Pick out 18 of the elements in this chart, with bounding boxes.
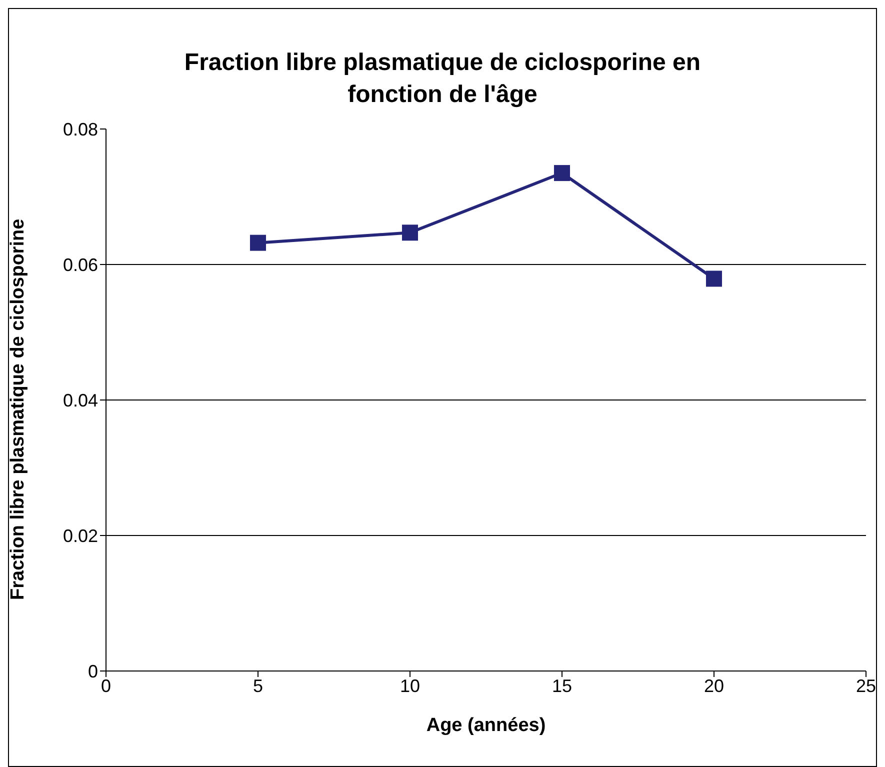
y-axis-title: Fraction libre plasmatique de ciclosporine xyxy=(8,218,29,600)
y-tick-label: 0.04 xyxy=(62,390,98,410)
x-axis-title: Age (années) xyxy=(426,715,546,736)
x-tick-label: 20 xyxy=(704,676,724,696)
x-tick-label: 5 xyxy=(252,676,264,696)
x-tick-label: 25 xyxy=(856,676,876,696)
point xyxy=(554,165,570,182)
point xyxy=(402,224,418,241)
x-tick-label: 15 xyxy=(552,676,572,696)
point xyxy=(250,234,266,251)
point xyxy=(706,270,722,287)
x-tick-label: 0 xyxy=(100,676,112,696)
y-tick-label: 0.08 xyxy=(62,119,98,140)
x-tick-label: 10 xyxy=(400,676,420,696)
chart-title: Fraction libre plasmatique de ciclosporine en fonction de l'âge xyxy=(183,48,702,110)
y-tick-label: 0 xyxy=(88,661,98,682)
y-tick-label: 0.06 xyxy=(62,254,98,275)
y-tick-label: 0.02 xyxy=(62,526,98,546)
